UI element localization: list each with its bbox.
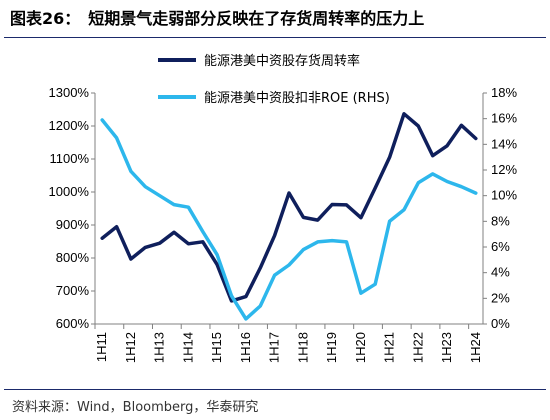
- x-tick-label: 1H17: [267, 332, 282, 363]
- figure-title: 短期景气走弱部分反映在了存货周转率的压力上: [88, 9, 425, 28]
- x-tick-label: 1H24: [468, 332, 483, 363]
- right-tick-label: 8%: [491, 213, 510, 228]
- right-tick-label: 14%: [491, 136, 517, 151]
- left-tick-label: 1000%: [49, 184, 90, 199]
- x-tick-label: 1H21: [382, 332, 397, 363]
- right-tick-label: 12%: [491, 162, 517, 177]
- line-chart: 600% 700% 800% 900% 1000% 1100% 1200% 1300% 0% 2…: [49, 53, 518, 363]
- series-line-turnover: [100, 112, 478, 303]
- series-line-roe: [100, 118, 478, 321]
- left-tick-label: 700%: [56, 283, 90, 298]
- right-tick-label: 18%: [491, 85, 517, 100]
- series-lines: [100, 112, 478, 321]
- title-divider: [4, 37, 546, 38]
- chart-axes: [94, 93, 484, 325]
- x-tick-label: 1H23: [439, 332, 454, 363]
- left-axis-ticks: 600% 700% 800% 900% 1000% 1100% 1200% 1300%: [49, 85, 95, 331]
- x-tick-label: 1H12: [123, 332, 138, 363]
- right-tick-label: 6%: [491, 239, 510, 254]
- x-axis-ticks: 1H11 1H12 1H13 1H14 1H15 1H16 1H17 1H18 1H19 1H20…: [94, 324, 483, 363]
- left-tick-label: 900%: [56, 217, 90, 232]
- left-tick-label: 1300%: [49, 85, 90, 100]
- figure-number: 图表26：: [10, 9, 81, 28]
- legend: 能源港美中资股存货周转率 能源港美中资股扣非ROE (RHS): [158, 53, 390, 106]
- right-tick-label: 2%: [491, 290, 510, 305]
- x-tick-label: 1H22: [410, 332, 425, 363]
- x-tick-label: 1H15: [209, 332, 224, 363]
- x-tick-label: 1H20: [353, 332, 368, 363]
- source-divider: [4, 389, 546, 390]
- x-tick-label: 1H14: [180, 332, 195, 363]
- x-tick-label: 1H11: [94, 332, 109, 362]
- x-tick-label: 1H13: [152, 332, 167, 363]
- right-tick-label: 10%: [491, 188, 517, 203]
- right-axis-ticks: 0% 2% 4% 6% 8% 10% 12% 14% 16% 18%: [483, 85, 517, 331]
- x-tick-label: 1H19: [324, 332, 339, 363]
- x-tick-label: 1H18: [295, 332, 310, 363]
- legend-label-roe: 能源港美中资股扣非ROE (RHS): [204, 91, 390, 106]
- left-tick-label: 1200%: [49, 118, 90, 133]
- right-tick-label: 0%: [491, 316, 510, 331]
- right-tick-label: 4%: [491, 265, 510, 280]
- x-tick-label: 1H16: [238, 332, 253, 363]
- left-tick-label: 800%: [56, 250, 90, 265]
- source-note: 资料来源：Wind，Bloomberg，华泰研究: [12, 400, 259, 415]
- figure-title-bar: 图表26： 短期景气走弱部分反映在了存货周转率的压力上: [0, 0, 550, 34]
- right-tick-label: 16%: [491, 111, 517, 126]
- legend-label-turnover: 能源港美中资股存货周转率: [204, 53, 360, 69]
- left-tick-label: 1100%: [49, 151, 89, 166]
- left-tick-label: 600%: [56, 316, 90, 331]
